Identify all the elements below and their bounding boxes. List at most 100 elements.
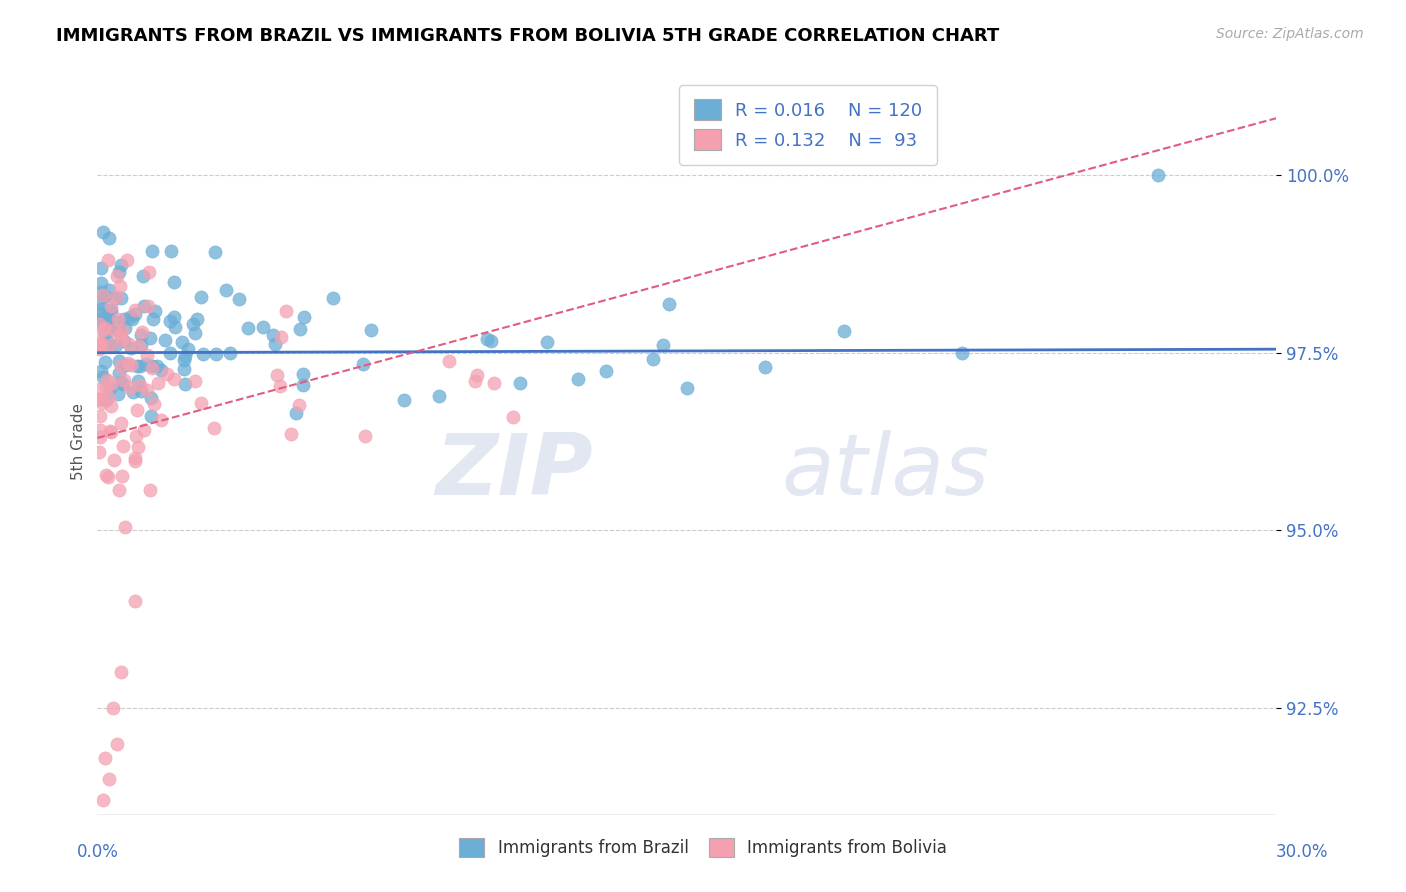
Point <box>464 374 486 388</box>
Point <box>97 253 120 268</box>
Point <box>252 320 274 334</box>
Point <box>90 285 112 300</box>
Point <box>101 701 124 715</box>
Point <box>108 328 131 343</box>
Point <box>285 406 308 420</box>
Point <box>100 302 122 317</box>
Point <box>136 299 159 313</box>
Point <box>509 376 531 390</box>
Point <box>567 372 589 386</box>
Point <box>150 363 173 377</box>
Point <box>112 376 135 391</box>
Point <box>163 275 186 289</box>
Point <box>142 311 165 326</box>
Point <box>90 307 112 321</box>
Point <box>143 304 166 318</box>
Point <box>94 750 117 764</box>
Point <box>132 299 155 313</box>
Point <box>89 423 111 437</box>
Point <box>90 302 112 317</box>
Point <box>163 310 186 324</box>
Point <box>269 379 291 393</box>
Point <box>170 334 193 349</box>
Point <box>104 291 127 305</box>
Point <box>108 278 131 293</box>
Point <box>96 467 118 482</box>
Point <box>141 244 163 258</box>
Point <box>91 323 114 337</box>
Point <box>138 265 160 279</box>
Point <box>205 346 228 360</box>
Point <box>595 364 617 378</box>
Point <box>96 380 118 394</box>
Point <box>186 311 208 326</box>
Point <box>96 373 118 387</box>
Point <box>121 311 143 326</box>
Point <box>89 430 111 444</box>
Point <box>276 304 298 318</box>
Point <box>89 445 111 459</box>
Point <box>146 376 169 390</box>
Point <box>122 384 145 399</box>
Point <box>173 377 195 392</box>
Point <box>91 793 114 807</box>
Text: ZIP: ZIP <box>434 430 592 513</box>
Point <box>100 299 122 313</box>
Point <box>139 331 162 345</box>
Point <box>124 307 146 321</box>
Point <box>100 339 122 353</box>
Point <box>127 440 149 454</box>
Point <box>132 423 155 437</box>
Point <box>111 469 134 483</box>
Point <box>353 429 375 443</box>
Point <box>110 417 132 431</box>
Point <box>173 353 195 368</box>
Point <box>127 374 149 388</box>
Point <box>215 283 238 297</box>
Point <box>159 346 181 360</box>
Point <box>141 409 163 424</box>
Point <box>263 337 285 351</box>
Point <box>108 483 131 498</box>
Point <box>292 378 315 392</box>
Point <box>292 310 315 325</box>
Point <box>89 334 111 349</box>
Point <box>107 312 129 326</box>
Point <box>114 520 136 534</box>
Point <box>91 369 114 384</box>
Point <box>105 315 128 329</box>
Point <box>754 359 776 374</box>
Point <box>129 338 152 352</box>
Point <box>110 375 132 389</box>
Text: atlas: atlas <box>780 430 988 513</box>
Point <box>149 412 172 426</box>
Point <box>90 392 112 406</box>
Point <box>100 381 122 395</box>
Point <box>482 376 505 391</box>
Point <box>120 310 142 324</box>
Point <box>103 452 125 467</box>
Point <box>90 336 112 351</box>
Point <box>146 359 169 374</box>
Point <box>97 391 120 405</box>
Point <box>138 483 160 497</box>
Point <box>111 333 134 347</box>
Point <box>139 391 162 405</box>
Point <box>155 333 177 347</box>
Point <box>950 345 973 359</box>
Point <box>288 398 311 412</box>
Point <box>124 454 146 468</box>
Point <box>93 289 115 303</box>
Point <box>465 368 488 382</box>
Point <box>174 349 197 363</box>
Point <box>96 334 118 348</box>
Point <box>90 296 112 310</box>
Point <box>160 244 183 258</box>
Point <box>141 361 163 376</box>
Point <box>236 321 259 335</box>
Point <box>90 261 112 276</box>
Point <box>107 386 129 401</box>
Point <box>98 304 121 318</box>
Point <box>128 339 150 353</box>
Point <box>132 268 155 283</box>
